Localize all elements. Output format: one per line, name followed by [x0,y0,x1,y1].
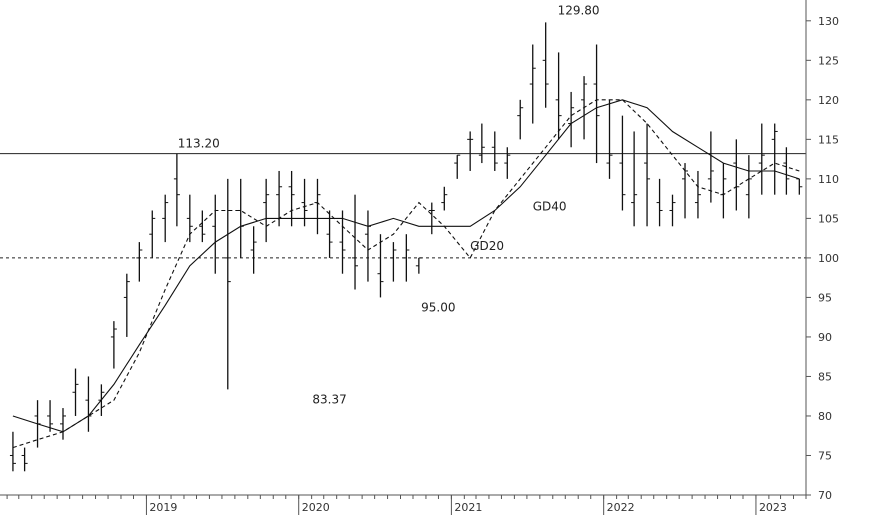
ohlc-bar [644,123,651,227]
ohlc-bar [314,178,321,235]
y-tick-label: 85 [818,370,832,383]
ohlc-bar [555,52,562,140]
ohlc-bar [441,186,448,211]
annotation-label: GD40 [533,199,567,213]
x-tick-label: 2023 [759,501,787,514]
ohlc-bar [173,153,180,227]
x-tick-label: 2019 [149,501,177,514]
ohlc-bar [250,226,257,274]
x-tick-label: 2020 [302,501,330,514]
ohlc-bar [224,178,231,390]
ohlc-bar [9,431,16,472]
x-tick-label: 2022 [607,501,635,514]
ohlc-bar [542,22,549,108]
ohlc-bar [288,170,295,227]
ohlc-bar [339,210,346,274]
annotations-layer: 113.20 83.37 95.00 129.80 GD40 GD20 [178,3,600,406]
ohlc-bar [694,170,701,219]
ohlc-bar [631,131,638,227]
ohlc-bar [72,368,79,416]
ohlc-bar [783,147,790,195]
ohlc-bar [568,91,575,148]
ohlc-bar [136,242,143,282]
x-tick-label: 2021 [454,501,482,514]
ohlc-bar [85,376,92,432]
y-tick-label: 130 [818,15,839,28]
y-tick-label: 95 [818,291,832,304]
ohlc-bar [771,123,778,195]
moving-average-gd20 [12,99,800,449]
y-tick-label: 110 [818,173,839,186]
y-tick-label: 80 [818,410,832,423]
ohlc-bar [47,400,54,432]
ohlc-bar [149,210,156,258]
y-tick-label: 120 [818,94,839,107]
ohlc-bar [619,115,626,211]
annotation-label: 83.37 [312,392,346,406]
ohlc-bar [669,194,676,227]
y-tick-label: 75 [818,449,832,462]
ohlc-bar [504,147,511,179]
ohlc-bar [212,194,219,274]
axes-layer: 70 75 80 85 90 95 100 105 110 115 120 125 130 2019 202… [0,0,839,515]
ohlc-bar [529,44,536,124]
ohlc-bar [123,273,130,337]
ohlc-bar [707,131,714,203]
ohlc-bar [364,210,371,282]
ohlc-bar [656,178,663,227]
ohlc-bar [162,194,169,243]
ohlc-bar [390,242,397,282]
ohlc-bar [199,210,206,243]
ohlc-bar [796,178,803,195]
ohlc-bar [428,202,435,235]
ohlc-bar [606,99,613,179]
ohlc-bar [276,170,283,227]
y-tick-label: 105 [818,212,839,225]
y-tick-label: 90 [818,331,832,344]
ohlc-bar [59,408,66,440]
ohlc-bar [720,163,727,219]
ohlc-bar [454,154,461,179]
ohlc-bar [326,210,333,258]
ohlc-bar [593,44,600,164]
ohlc-bar [352,194,359,290]
ohlc-bar [301,178,308,227]
ohlc-bar [377,234,384,298]
y-tick-label: 125 [818,54,839,67]
ohlc-bar [415,257,422,274]
annotation-label: 95.00 [421,300,455,314]
moving-average-gd40 [12,99,800,433]
plot-area [0,22,806,472]
ohlc-bar [467,131,474,171]
y-tick-label: 70 [818,489,832,502]
ohlc-bar [745,155,752,219]
ohlc-bar [403,234,410,282]
ohlc-bar [21,447,28,472]
annotation-label: 113.20 [178,137,220,151]
annotation-label: 129.80 [558,3,600,17]
ohlc-bar [517,99,524,140]
y-tick-label: 115 [818,133,839,146]
ohlc-bar [733,139,740,211]
ohlc-bar [758,123,765,195]
y-tick-label: 100 [818,252,839,265]
ohlc-bar [237,178,244,258]
ohlc-bar [110,321,117,369]
ohlc-bar [491,131,498,171]
annotation-label: GD20 [470,239,504,253]
ohlc-bar [263,178,270,243]
ohlc-bar [478,123,485,164]
